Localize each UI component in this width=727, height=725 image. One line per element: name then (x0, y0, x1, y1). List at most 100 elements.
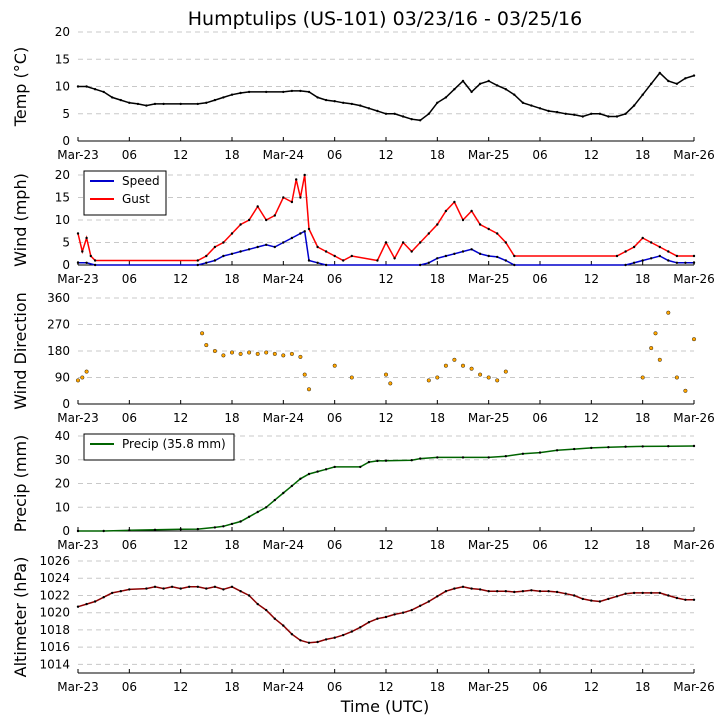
altimeter-data-point (299, 639, 302, 642)
wind-data-point (444, 254, 448, 258)
wind-data-point (324, 250, 328, 253)
altimeter-x-tick-label: 18 (430, 680, 445, 694)
altimeter-data-point (196, 585, 199, 588)
precip-data-point (282, 491, 285, 495)
wind-data-point (624, 250, 627, 253)
temp-x-tick-label: Mar-26 (673, 148, 714, 162)
precip-x-tick-label: Mar-26 (673, 538, 714, 552)
direction-data-point (495, 378, 500, 383)
altimeter-data-point (393, 613, 396, 616)
wind-data-point (265, 218, 268, 222)
altimeter-data-point (521, 590, 525, 593)
altimeter-data-point (76, 605, 80, 608)
precip-data-point (316, 470, 319, 473)
direction-x-tick-label: 12 (378, 411, 393, 425)
direction-data-point (692, 337, 697, 342)
temp-x-tick-label: 12 (378, 148, 393, 162)
wind-data-point (256, 245, 259, 249)
temp-data-point (641, 93, 644, 96)
wind-data-point (461, 218, 465, 222)
direction-data-point (653, 331, 658, 336)
wind-data-point (427, 261, 430, 264)
temp-data-point (136, 102, 140, 106)
altimeter-data-point (222, 588, 225, 591)
wind-x-tick-label: Mar-23 (57, 272, 98, 286)
wind-data-point (513, 254, 516, 258)
direction-data-point (229, 350, 234, 355)
altimeter-data-point (410, 608, 413, 612)
direction-x-tick-label: 06 (327, 411, 342, 425)
precip-data-point (410, 459, 413, 462)
temp-y-tick-label: 0 (62, 134, 70, 148)
temp-data-point (179, 102, 182, 106)
wind-data-point (273, 245, 276, 249)
altimeter-data-point (111, 591, 114, 595)
temp-data-point (427, 112, 430, 116)
temp-data-point (598, 112, 602, 116)
altimeter-data-point (128, 588, 131, 591)
wind-data-point (393, 257, 396, 260)
precip-data-point (607, 446, 610, 449)
direction-data-point (452, 357, 457, 362)
precip-y-tick-label: 40 (55, 429, 70, 443)
precip-panel: 0 10 20 30 40 Precip (mm) Mar-23 06 12 18 Mar-24 06… (11, 429, 715, 552)
direction-data-point (80, 375, 85, 380)
precip-data-point (213, 526, 217, 529)
wind-data-point (239, 223, 242, 226)
temp-data-point (367, 107, 371, 110)
temp-x-tick-label: 06 (532, 148, 547, 162)
wind-data-point (453, 252, 456, 255)
wind-x-tick-label: 06 (532, 272, 547, 286)
precip-data-point (239, 520, 242, 523)
temp-data-point (590, 112, 593, 116)
precip-data-point (461, 456, 465, 459)
altimeter-data-point (453, 587, 456, 590)
wind-data-point (342, 259, 345, 262)
wind-data-point (303, 173, 306, 177)
temp-data-point (290, 89, 294, 93)
precip-x-tick-label: 12 (378, 538, 393, 552)
precip-data-point (324, 468, 328, 471)
wind-data-point (692, 254, 696, 258)
temp-data-point (632, 104, 636, 107)
precip-legend-label: Precip (35.8 mm) (122, 437, 226, 451)
temp-data-point (513, 93, 516, 96)
altimeter-data-point (282, 624, 285, 627)
wind-data-point (89, 254, 93, 258)
wind-data-point (230, 232, 234, 235)
wind-data-point (675, 261, 679, 264)
altimeter-data-point (179, 587, 182, 590)
precip-data-point (384, 459, 388, 462)
wind-data-point (632, 261, 636, 264)
wind-data-point (307, 227, 311, 231)
direction-x-tick-label: Mar-23 (57, 411, 98, 425)
wind-x-tick-label: 18 (635, 272, 650, 286)
wind-data-point (213, 245, 217, 249)
temp-data-point (538, 107, 542, 110)
precip-data-point (290, 484, 294, 488)
direction-data-point (666, 310, 671, 315)
altimeter-y-tick-label: 1018 (39, 623, 70, 637)
precip-y-axis-label: Precip (mm) (11, 435, 30, 533)
temp-data-point (573, 113, 576, 117)
altimeter-data-point (162, 587, 165, 590)
temp-data-point (547, 109, 550, 113)
precip-y-tick-label: 10 (55, 500, 70, 514)
precip-data-point (196, 527, 199, 531)
temp-x-tick-label: 18 (635, 148, 650, 162)
temp-x-tick-label: 12 (584, 148, 599, 162)
altimeter-data-point (350, 630, 353, 633)
temp-data-point (93, 88, 97, 91)
altimeter-x-tick-label: 12 (173, 680, 188, 694)
wind-data-point (299, 196, 302, 199)
wind-x-tick-label: Mar-25 (468, 272, 509, 286)
direction-data-point (657, 357, 662, 362)
altimeter-data-point (307, 641, 311, 644)
temp-data-point (265, 90, 268, 94)
altimeter-x-tick-label: 12 (378, 680, 393, 694)
temp-data-point (359, 104, 362, 107)
altimeter-data-point (239, 590, 242, 593)
altimeter-x-tick-label: Mar-24 (263, 680, 304, 694)
wind-data-point (256, 205, 259, 208)
precip-x-tick-label: 12 (173, 538, 188, 552)
